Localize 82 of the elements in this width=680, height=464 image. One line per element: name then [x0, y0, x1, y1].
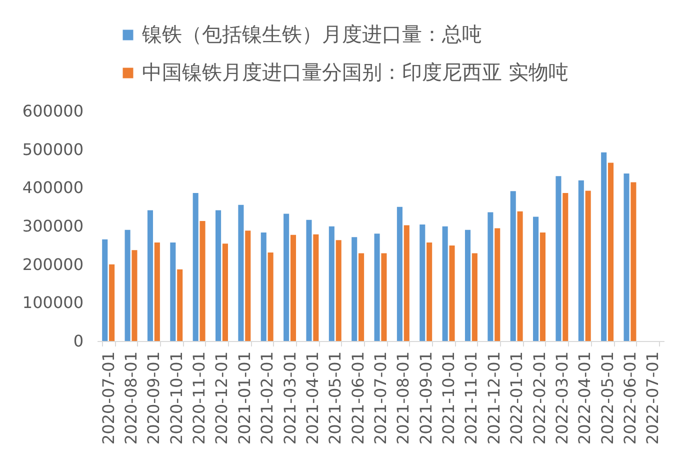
- bar: [192, 193, 198, 341]
- x-tick-label: 2022-02-01: [530, 352, 549, 444]
- bar: [358, 253, 364, 341]
- y-tick-label: 400000: [22, 178, 84, 198]
- bar: [328, 226, 334, 341]
- bar: [381, 253, 387, 341]
- bar: [374, 234, 380, 341]
- x-tick-label: 2020-10-01: [166, 352, 186, 444]
- x-tick-label: 2020-08-01: [122, 352, 141, 444]
- bar: [426, 242, 432, 341]
- x-tick-label: 2020-07-01: [98, 352, 118, 444]
- bar: [449, 246, 455, 341]
- bar: [517, 211, 523, 341]
- x-tick-label: 2021-09-01: [416, 352, 436, 444]
- x-tick-label: 2021-07-01: [371, 352, 390, 444]
- bar: [147, 210, 154, 341]
- x-tick-label: 2021-02-01: [258, 352, 277, 444]
- x-tick-label: 2020-09-01: [144, 352, 164, 444]
- bar: [601, 152, 607, 341]
- bar: [306, 220, 312, 341]
- bar: [216, 210, 222, 341]
- bar: [442, 226, 448, 341]
- bar: [238, 204, 244, 341]
- y-tick-label: 600000: [22, 102, 84, 120]
- bar: [109, 264, 115, 341]
- y-tick-label: 100000: [22, 293, 84, 312]
- bar: [222, 244, 228, 341]
- y-tick-label: 0: [73, 332, 84, 350]
- bar: [630, 182, 636, 341]
- bar: [562, 193, 568, 341]
- y-tick-label: 500000: [22, 140, 84, 159]
- bar: [290, 234, 296, 341]
- bar: [404, 225, 410, 341]
- legend-label: 镍铁（包括镍生铁）月度进口量：总吨: [141, 22, 482, 46]
- x-tick-label: 2021-04-01: [302, 352, 322, 444]
- x-tick-label: 2021-12-01: [484, 352, 504, 444]
- bar: [336, 240, 342, 341]
- bar: [268, 252, 274, 341]
- y-tick-label: 200000: [22, 254, 84, 274]
- bar: [313, 234, 319, 341]
- bar: [124, 230, 130, 341]
- x-tick-label: 2022-07-01: [643, 352, 662, 444]
- bar: [132, 250, 138, 341]
- bar: [260, 232, 266, 341]
- x-tick-label: 2020-12-01: [212, 352, 232, 444]
- bar: [420, 224, 426, 341]
- x-tick-label: 2022-01-01: [507, 352, 526, 444]
- bar: [585, 190, 591, 341]
- x-tick-label: 2022-05-01: [598, 352, 617, 444]
- x-tick-label: 2021-05-01: [326, 352, 345, 444]
- bar: [510, 191, 516, 341]
- bar: [578, 180, 584, 341]
- bar: [556, 176, 562, 341]
- x-tick-label: 2022-04-01: [575, 352, 594, 444]
- x-tick-label: 2021-03-01: [280, 352, 300, 444]
- x-tick-label: 2020-11-01: [190, 352, 209, 444]
- x-tick-label: 2022-06-01: [620, 352, 640, 444]
- bar: [200, 221, 206, 341]
- y-tick-label: 300000: [22, 216, 84, 236]
- legend-label: 中国镍铁月度进口量分国别：印度尼西亚 实物吨: [142, 60, 568, 84]
- bar: [608, 162, 614, 341]
- bar: [624, 173, 630, 341]
- bar: [533, 216, 539, 341]
- bar: [472, 253, 478, 341]
- bar: [284, 214, 290, 341]
- bar: [154, 242, 160, 341]
- bar: [352, 237, 358, 341]
- bar: [177, 269, 183, 341]
- x-tick-label: 2021-11-01: [462, 352, 481, 444]
- bar: [245, 230, 251, 341]
- bar: [540, 232, 546, 341]
- bar: [464, 230, 471, 341]
- bar: [170, 242, 176, 341]
- x-tick-label: 2022-03-01: [552, 352, 572, 444]
- x-tick-label: 2021-08-01: [394, 352, 413, 444]
- x-tick-label: 2021-01-01: [234, 352, 254, 444]
- bar: [396, 206, 402, 341]
- x-tick-label: 2021-10-01: [439, 352, 458, 444]
- x-tick-label: 2021-06-01: [348, 352, 368, 444]
- bar: [102, 239, 108, 341]
- bar: [494, 228, 500, 341]
- bar: [488, 212, 494, 341]
